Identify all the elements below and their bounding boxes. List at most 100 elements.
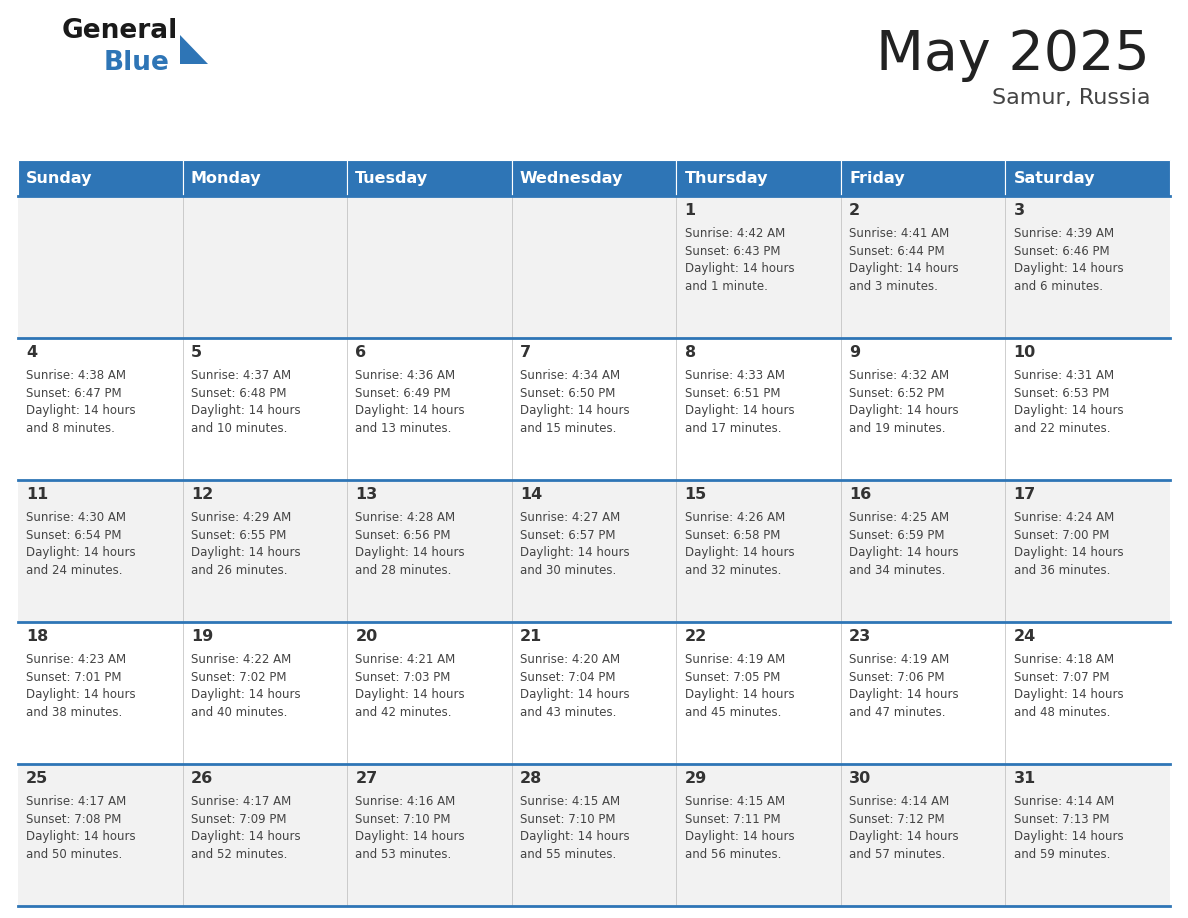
Text: Sunrise: 4:27 AM
Sunset: 6:57 PM
Daylight: 14 hours
and 30 minutes.: Sunrise: 4:27 AM Sunset: 6:57 PM Dayligh…: [520, 511, 630, 577]
Text: Sunrise: 4:17 AM
Sunset: 7:09 PM
Daylight: 14 hours
and 52 minutes.: Sunrise: 4:17 AM Sunset: 7:09 PM Dayligh…: [191, 795, 301, 861]
FancyBboxPatch shape: [183, 764, 347, 906]
Text: Sunrise: 4:39 AM
Sunset: 6:46 PM
Daylight: 14 hours
and 6 minutes.: Sunrise: 4:39 AM Sunset: 6:46 PM Dayligh…: [1013, 228, 1124, 293]
FancyBboxPatch shape: [512, 480, 676, 622]
FancyBboxPatch shape: [841, 480, 1005, 622]
FancyBboxPatch shape: [18, 338, 183, 480]
Text: Sunrise: 4:28 AM
Sunset: 6:56 PM
Daylight: 14 hours
and 28 minutes.: Sunrise: 4:28 AM Sunset: 6:56 PM Dayligh…: [355, 511, 465, 577]
Text: Sunrise: 4:31 AM
Sunset: 6:53 PM
Daylight: 14 hours
and 22 minutes.: Sunrise: 4:31 AM Sunset: 6:53 PM Dayligh…: [1013, 369, 1124, 435]
Text: 7: 7: [520, 345, 531, 360]
FancyBboxPatch shape: [183, 160, 347, 196]
Text: Sunrise: 4:17 AM
Sunset: 7:08 PM
Daylight: 14 hours
and 50 minutes.: Sunrise: 4:17 AM Sunset: 7:08 PM Dayligh…: [26, 795, 135, 861]
Text: General: General: [62, 18, 178, 44]
Text: 28: 28: [520, 771, 542, 786]
Text: 4: 4: [26, 345, 37, 360]
Text: Sunday: Sunday: [26, 171, 93, 185]
Text: Sunrise: 4:36 AM
Sunset: 6:49 PM
Daylight: 14 hours
and 13 minutes.: Sunrise: 4:36 AM Sunset: 6:49 PM Dayligh…: [355, 369, 465, 435]
Text: Sunrise: 4:42 AM
Sunset: 6:43 PM
Daylight: 14 hours
and 1 minute.: Sunrise: 4:42 AM Sunset: 6:43 PM Dayligh…: [684, 228, 794, 293]
Text: Friday: Friday: [849, 171, 905, 185]
Text: 25: 25: [26, 771, 49, 786]
FancyBboxPatch shape: [18, 764, 183, 906]
Text: 22: 22: [684, 629, 707, 644]
FancyBboxPatch shape: [347, 764, 512, 906]
Text: Sunrise: 4:15 AM
Sunset: 7:10 PM
Daylight: 14 hours
and 55 minutes.: Sunrise: 4:15 AM Sunset: 7:10 PM Dayligh…: [520, 795, 630, 861]
Text: Sunrise: 4:19 AM
Sunset: 7:06 PM
Daylight: 14 hours
and 47 minutes.: Sunrise: 4:19 AM Sunset: 7:06 PM Dayligh…: [849, 654, 959, 719]
Text: 12: 12: [191, 487, 213, 502]
Text: Sunrise: 4:41 AM
Sunset: 6:44 PM
Daylight: 14 hours
and 3 minutes.: Sunrise: 4:41 AM Sunset: 6:44 PM Dayligh…: [849, 228, 959, 293]
FancyBboxPatch shape: [676, 764, 841, 906]
Text: 21: 21: [520, 629, 542, 644]
FancyBboxPatch shape: [512, 338, 676, 480]
Text: Sunrise: 4:32 AM
Sunset: 6:52 PM
Daylight: 14 hours
and 19 minutes.: Sunrise: 4:32 AM Sunset: 6:52 PM Dayligh…: [849, 369, 959, 435]
Text: Sunrise: 4:21 AM
Sunset: 7:03 PM
Daylight: 14 hours
and 42 minutes.: Sunrise: 4:21 AM Sunset: 7:03 PM Dayligh…: [355, 654, 465, 719]
FancyBboxPatch shape: [841, 764, 1005, 906]
Text: Sunrise: 4:18 AM
Sunset: 7:07 PM
Daylight: 14 hours
and 48 minutes.: Sunrise: 4:18 AM Sunset: 7:07 PM Dayligh…: [1013, 654, 1124, 719]
FancyBboxPatch shape: [676, 160, 841, 196]
Text: Sunrise: 4:23 AM
Sunset: 7:01 PM
Daylight: 14 hours
and 38 minutes.: Sunrise: 4:23 AM Sunset: 7:01 PM Dayligh…: [26, 654, 135, 719]
FancyBboxPatch shape: [676, 480, 841, 622]
Text: Sunrise: 4:24 AM
Sunset: 7:00 PM
Daylight: 14 hours
and 36 minutes.: Sunrise: 4:24 AM Sunset: 7:00 PM Dayligh…: [1013, 511, 1124, 577]
Text: 5: 5: [191, 345, 202, 360]
FancyBboxPatch shape: [676, 622, 841, 764]
FancyBboxPatch shape: [183, 480, 347, 622]
Text: Sunrise: 4:37 AM
Sunset: 6:48 PM
Daylight: 14 hours
and 10 minutes.: Sunrise: 4:37 AM Sunset: 6:48 PM Dayligh…: [191, 369, 301, 435]
Text: Tuesday: Tuesday: [355, 171, 429, 185]
Text: 30: 30: [849, 771, 871, 786]
FancyBboxPatch shape: [512, 622, 676, 764]
FancyBboxPatch shape: [18, 160, 183, 196]
FancyBboxPatch shape: [841, 160, 1005, 196]
Text: Sunrise: 4:29 AM
Sunset: 6:55 PM
Daylight: 14 hours
and 26 minutes.: Sunrise: 4:29 AM Sunset: 6:55 PM Dayligh…: [191, 511, 301, 577]
Text: 17: 17: [1013, 487, 1036, 502]
Text: Sunrise: 4:19 AM
Sunset: 7:05 PM
Daylight: 14 hours
and 45 minutes.: Sunrise: 4:19 AM Sunset: 7:05 PM Dayligh…: [684, 654, 794, 719]
Text: Sunrise: 4:34 AM
Sunset: 6:50 PM
Daylight: 14 hours
and 15 minutes.: Sunrise: 4:34 AM Sunset: 6:50 PM Dayligh…: [520, 369, 630, 435]
FancyBboxPatch shape: [1005, 196, 1170, 338]
Text: Sunrise: 4:14 AM
Sunset: 7:12 PM
Daylight: 14 hours
and 57 minutes.: Sunrise: 4:14 AM Sunset: 7:12 PM Dayligh…: [849, 795, 959, 861]
FancyBboxPatch shape: [512, 764, 676, 906]
Text: Sunrise: 4:16 AM
Sunset: 7:10 PM
Daylight: 14 hours
and 53 minutes.: Sunrise: 4:16 AM Sunset: 7:10 PM Dayligh…: [355, 795, 465, 861]
Text: 10: 10: [1013, 345, 1036, 360]
FancyBboxPatch shape: [1005, 338, 1170, 480]
Text: Saturday: Saturday: [1013, 171, 1095, 185]
Text: 3: 3: [1013, 203, 1025, 218]
FancyBboxPatch shape: [1005, 160, 1170, 196]
Polygon shape: [181, 35, 208, 64]
Text: Sunrise: 4:38 AM
Sunset: 6:47 PM
Daylight: 14 hours
and 8 minutes.: Sunrise: 4:38 AM Sunset: 6:47 PM Dayligh…: [26, 369, 135, 435]
Text: 27: 27: [355, 771, 378, 786]
Text: Sunrise: 4:14 AM
Sunset: 7:13 PM
Daylight: 14 hours
and 59 minutes.: Sunrise: 4:14 AM Sunset: 7:13 PM Dayligh…: [1013, 795, 1124, 861]
FancyBboxPatch shape: [183, 622, 347, 764]
Text: Monday: Monday: [191, 171, 261, 185]
Text: 26: 26: [191, 771, 213, 786]
FancyBboxPatch shape: [183, 338, 347, 480]
Text: 15: 15: [684, 487, 707, 502]
Text: 23: 23: [849, 629, 871, 644]
Text: Sunrise: 4:25 AM
Sunset: 6:59 PM
Daylight: 14 hours
and 34 minutes.: Sunrise: 4:25 AM Sunset: 6:59 PM Dayligh…: [849, 511, 959, 577]
FancyBboxPatch shape: [676, 196, 841, 338]
Text: 20: 20: [355, 629, 378, 644]
Text: Blue: Blue: [105, 50, 170, 76]
FancyBboxPatch shape: [347, 480, 512, 622]
Text: Wednesday: Wednesday: [520, 171, 624, 185]
FancyBboxPatch shape: [676, 338, 841, 480]
Text: 1: 1: [684, 203, 696, 218]
FancyBboxPatch shape: [347, 160, 512, 196]
FancyBboxPatch shape: [1005, 480, 1170, 622]
Text: 16: 16: [849, 487, 871, 502]
Text: Sunrise: 4:33 AM
Sunset: 6:51 PM
Daylight: 14 hours
and 17 minutes.: Sunrise: 4:33 AM Sunset: 6:51 PM Dayligh…: [684, 369, 794, 435]
FancyBboxPatch shape: [1005, 764, 1170, 906]
Text: Sunrise: 4:26 AM
Sunset: 6:58 PM
Daylight: 14 hours
and 32 minutes.: Sunrise: 4:26 AM Sunset: 6:58 PM Dayligh…: [684, 511, 794, 577]
FancyBboxPatch shape: [347, 622, 512, 764]
FancyBboxPatch shape: [18, 622, 183, 764]
FancyBboxPatch shape: [512, 160, 676, 196]
FancyBboxPatch shape: [347, 338, 512, 480]
Text: 19: 19: [191, 629, 213, 644]
Text: Sunrise: 4:22 AM
Sunset: 7:02 PM
Daylight: 14 hours
and 40 minutes.: Sunrise: 4:22 AM Sunset: 7:02 PM Dayligh…: [191, 654, 301, 719]
Text: Sunrise: 4:30 AM
Sunset: 6:54 PM
Daylight: 14 hours
and 24 minutes.: Sunrise: 4:30 AM Sunset: 6:54 PM Dayligh…: [26, 511, 135, 577]
FancyBboxPatch shape: [18, 196, 183, 338]
Text: May 2025: May 2025: [877, 28, 1150, 82]
Text: Sunrise: 4:20 AM
Sunset: 7:04 PM
Daylight: 14 hours
and 43 minutes.: Sunrise: 4:20 AM Sunset: 7:04 PM Dayligh…: [520, 654, 630, 719]
FancyBboxPatch shape: [841, 338, 1005, 480]
Text: Thursday: Thursday: [684, 171, 767, 185]
Text: 18: 18: [26, 629, 49, 644]
Text: 14: 14: [520, 487, 542, 502]
Text: 6: 6: [355, 345, 366, 360]
Text: Samur, Russia: Samur, Russia: [992, 88, 1150, 108]
